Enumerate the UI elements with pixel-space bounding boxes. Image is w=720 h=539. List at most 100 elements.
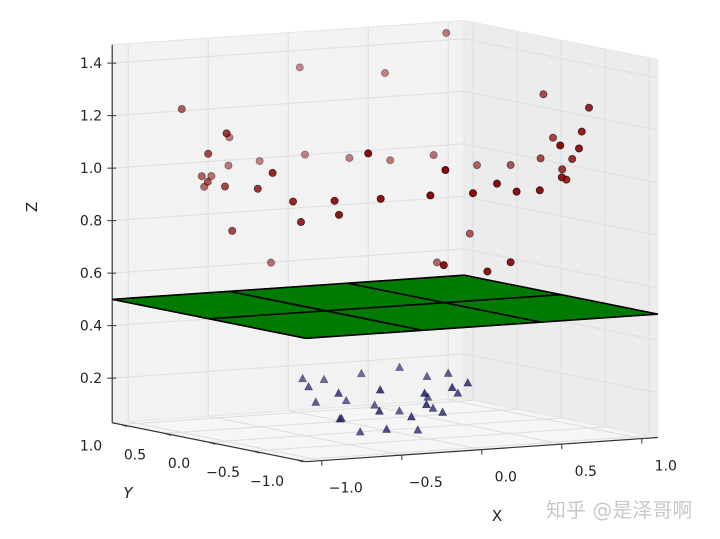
data-point-circle [549, 133, 558, 142]
data-point-triangle [304, 381, 314, 391]
gridline-y [252, 426, 606, 452]
data-point-triangle [413, 425, 423, 434]
data-point-triangle [447, 382, 457, 392]
watermark: 知乎 @是泽哥啊 [546, 498, 693, 522]
data-point-circle [334, 210, 343, 219]
data-point-circle [577, 127, 586, 136]
data-point-circle [432, 258, 441, 267]
data-point-triangle [375, 384, 385, 394]
data-point-circle [376, 194, 385, 203]
gridline-z [112, 143, 465, 169]
y-tick [120, 424, 128, 427]
y-tick [252, 450, 260, 454]
data-point-circle [380, 69, 389, 78]
data-point-circle [222, 129, 231, 138]
y-tick-label: 1.0 [80, 439, 102, 455]
z-tick-label: 0.6 [80, 266, 102, 282]
data-point-triangle [341, 395, 351, 405]
points-below-plane [298, 362, 473, 436]
gridline-z [464, 195, 658, 236]
data-point-triangle [336, 413, 346, 422]
z-tick-label: 0.8 [80, 214, 102, 230]
data-point-circle [228, 226, 237, 235]
data-point-triangle [463, 377, 473, 387]
data-point-circle [539, 90, 548, 99]
data-point-triangle [443, 368, 453, 377]
data-point-triangle [453, 388, 463, 397]
gridline-z [112, 248, 465, 274]
z-tick-label: 0.2 [80, 371, 102, 387]
data-point-circle [556, 141, 565, 150]
data-point-circle [300, 150, 309, 159]
data-point-circle [465, 229, 474, 238]
data-point-circle [472, 161, 481, 170]
data-point-triangle [421, 399, 431, 409]
data-point-circle [295, 63, 304, 72]
plane-gridline [112, 274, 465, 301]
data-point-circle [220, 182, 229, 191]
data-point-triangle [311, 397, 321, 406]
plane-gridline [305, 313, 658, 340]
z-tick-label: 1.0 [80, 161, 102, 177]
data-point-triangle [355, 426, 365, 436]
data-point-triangle [394, 406, 404, 415]
data-point-circle [468, 189, 477, 198]
z-tick-label: 1.2 [80, 109, 102, 125]
data-point-circle [177, 105, 186, 114]
x-tick-label: −1.0 [329, 481, 363, 497]
data-point-triangle [319, 374, 329, 384]
data-point-circle [575, 144, 584, 153]
data-point-triangle [406, 411, 416, 421]
data-point-triangle [395, 362, 405, 371]
data-point-circle [558, 165, 567, 174]
data-point-circle [439, 261, 448, 270]
y-tick-label: 0.5 [124, 447, 146, 463]
data-point-triangle [382, 424, 392, 433]
data-point-circle [429, 151, 438, 160]
gridline-z [464, 90, 658, 131]
data-point-triangle [420, 388, 430, 397]
data-point-circle [296, 218, 305, 227]
y-tick-label: 0.0 [168, 456, 190, 472]
data-point-circle [364, 149, 373, 158]
data-point-circle [268, 168, 277, 177]
data-point-circle [207, 172, 216, 181]
x-tick-label: 0.5 [575, 464, 597, 480]
data-point-circle [255, 157, 264, 166]
data-point-circle [345, 154, 354, 163]
data-point-circle [203, 177, 212, 186]
data-point-circle [197, 172, 206, 181]
y-tick-label: −0.5 [206, 465, 240, 481]
data-point-triangle [334, 388, 344, 397]
data-point-triangle [374, 406, 384, 415]
data-point-circle [506, 160, 515, 169]
data-point-circle [441, 166, 450, 175]
data-point-circle [506, 258, 515, 267]
gridline-z [464, 38, 658, 79]
z-tick-label: 1.4 [80, 56, 102, 72]
z-tick-label: 0.4 [80, 319, 102, 335]
x-tick-label: 1.0 [655, 459, 677, 475]
points-above-plane [177, 28, 594, 276]
gridline-z [112, 90, 465, 117]
data-point-circle [204, 149, 213, 158]
data-point-circle [557, 173, 566, 182]
data-point-circle [536, 154, 545, 163]
gridline-z [112, 353, 465, 379]
z-axis-label: Z [23, 202, 41, 212]
data-point-circle [442, 28, 451, 37]
data-point-circle [535, 186, 544, 195]
data-point-triangle [438, 407, 448, 416]
gridline-z [464, 143, 658, 184]
y-tick-label: −1.0 [250, 474, 284, 490]
x-axis-label: X [492, 507, 502, 525]
data-point-circle [492, 179, 501, 188]
data-point-circle [386, 156, 395, 165]
data-point-circle [426, 191, 435, 200]
data-point-circle [585, 103, 594, 112]
data-point-circle [224, 161, 233, 170]
y-axis-label: Y [123, 484, 134, 502]
gridline-z [112, 38, 465, 64]
